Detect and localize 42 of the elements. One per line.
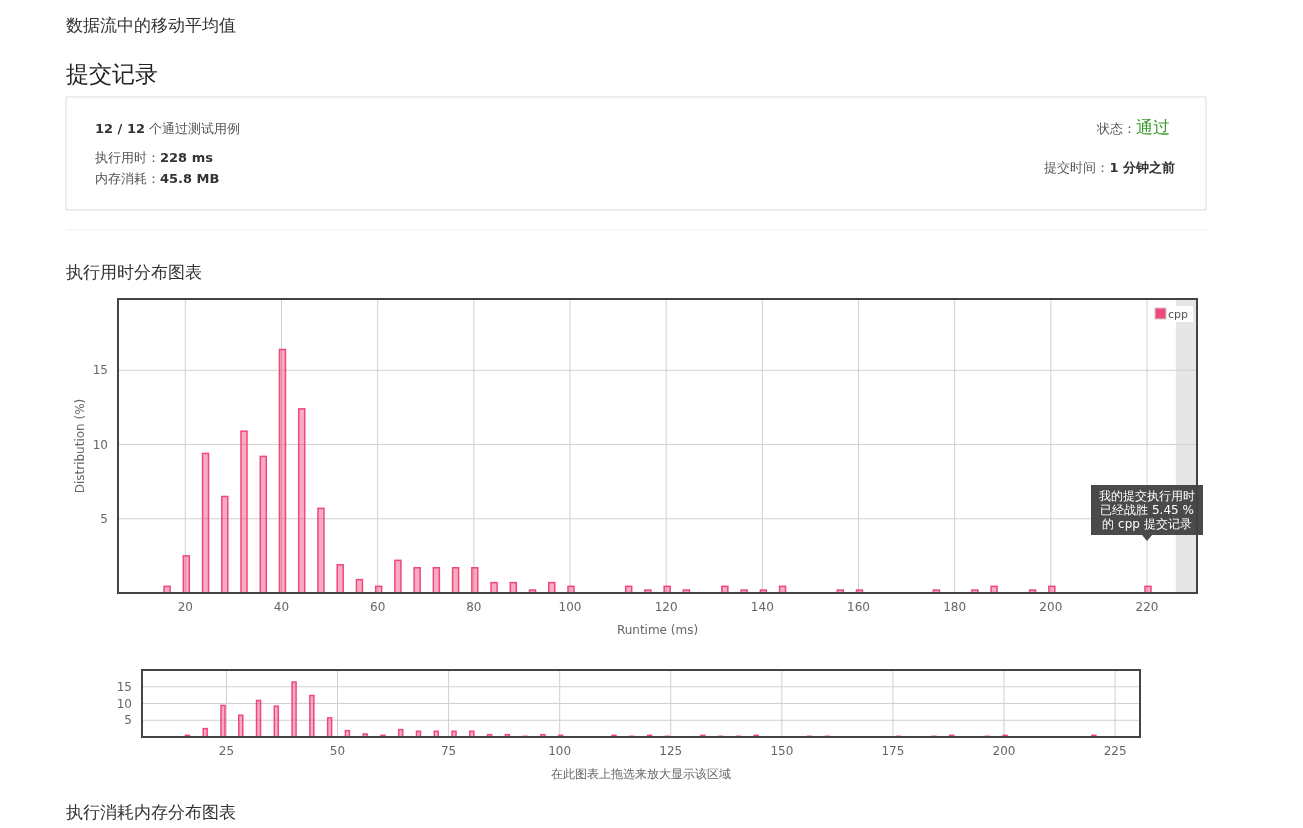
x-tick-label: 80 xyxy=(466,600,482,614)
x-tick-label: 20 xyxy=(177,600,193,614)
x-tick-label: 180 xyxy=(943,600,967,614)
x-tick-label: 225 xyxy=(1103,744,1127,758)
text: 执行用时：228 ms xyxy=(95,150,214,165)
legend: cpp xyxy=(1153,306,1193,322)
y-axis-title: Distribution (%) xyxy=(73,398,87,494)
x-axis-title: 在此图表上拖选来放大显示该区域 xyxy=(551,767,731,781)
x-tick-label: 100 xyxy=(558,600,582,614)
text: 状态：通过 xyxy=(1096,117,1170,137)
x-tick-label: 125 xyxy=(659,744,683,758)
x-tick-label: 60 xyxy=(370,600,386,614)
y-tick-label: 5 xyxy=(124,713,132,728)
x-tick-label: 40 xyxy=(273,600,290,614)
legend-label: cpp xyxy=(1168,308,1189,321)
y-tick-label: 10 xyxy=(92,437,108,452)
x-tick-label: 220 xyxy=(1135,600,1159,614)
y-tick-label: 10 xyxy=(116,696,132,711)
text: 执行消耗内存分布图表 xyxy=(66,802,236,822)
annotation: 我的提交执行用时已经战胜 5.45 % 的 cpp 提交记录 xyxy=(1099,489,1195,531)
x-axis-title: Runtime (ms) xyxy=(616,623,699,637)
x-tick-label: 100 xyxy=(548,744,572,758)
x-tick-label: 200 xyxy=(1039,600,1063,614)
text: 提交记录 xyxy=(66,61,158,87)
y-tick-label: 15 xyxy=(92,363,108,378)
x-tick-label: 160 xyxy=(847,600,870,614)
x-tick-label: 25 xyxy=(218,744,235,758)
x-tick-label: 75 xyxy=(440,744,457,758)
x-tick-label: 140 xyxy=(750,600,774,614)
x-tick-label: 50 xyxy=(329,744,346,758)
tooltip: 我的提交执行用时已经战胜 5.45 % 的 cpp 提交记录 xyxy=(1091,485,1203,541)
text: 数据流中的移动平均值 xyxy=(66,15,236,35)
text: 内存消耗：45.8 MB xyxy=(95,171,220,186)
y-tick-label: 5 xyxy=(100,511,108,526)
x-tick-label: 175 xyxy=(881,744,905,758)
x-tick-label: 200 xyxy=(992,744,1016,758)
y-tick-label: 15 xyxy=(116,679,132,694)
text: 12 / 12 个通过测试用例 xyxy=(95,121,241,136)
chart-title: 执行用时分布图表 xyxy=(66,262,202,282)
x-tick-label: 120 xyxy=(654,600,678,614)
text: 提交时间：1 分钟之前 xyxy=(1044,160,1175,175)
x-tick-label: 150 xyxy=(770,744,794,758)
